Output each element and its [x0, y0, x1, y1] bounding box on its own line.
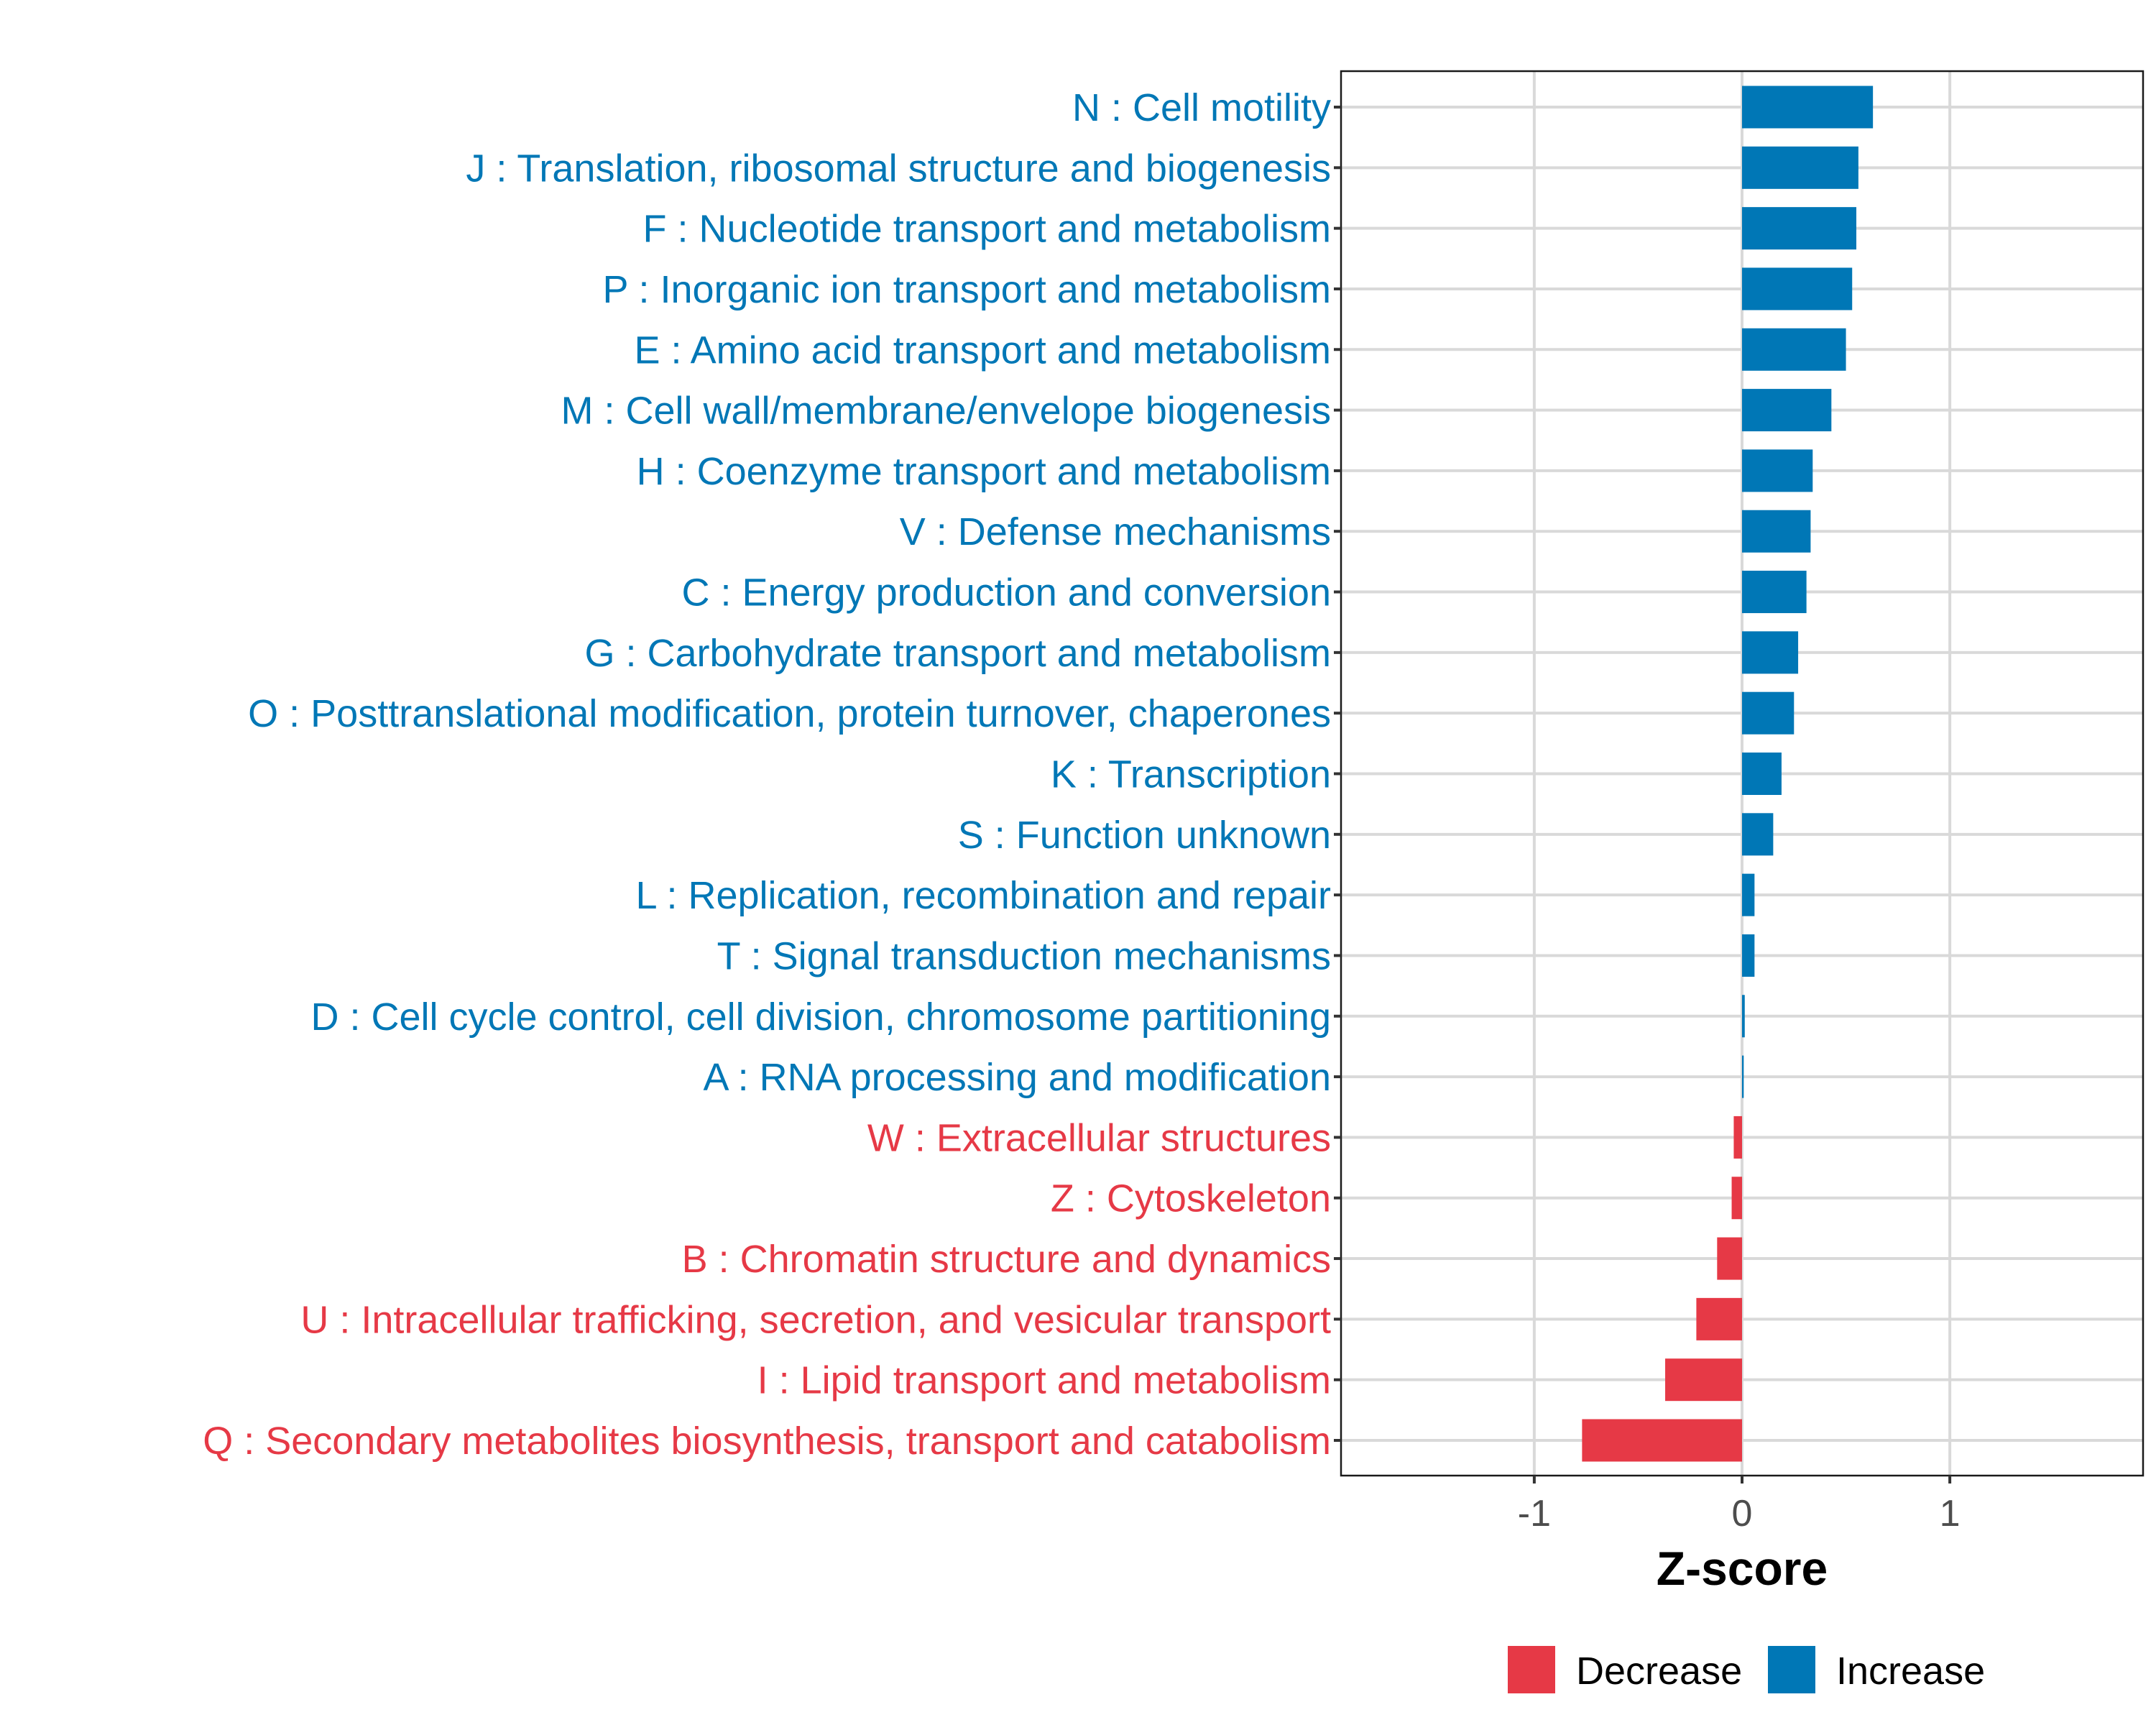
category-label: Q : Secondary metabolites biosynthesis, … [203, 1420, 1331, 1463]
category-label: Z : Cytoskeleton [1051, 1177, 1331, 1220]
category-label: J : Translation, ribosomal structure and… [466, 147, 1331, 190]
legend-label-increase: Increase [1836, 1650, 1985, 1693]
category-label: O : Posttranslational modification, prot… [248, 692, 1331, 735]
category-label: G : Carbohydrate transport and metabolis… [585, 632, 1332, 675]
bar [1665, 1358, 1742, 1402]
bar [1742, 873, 1755, 916]
x-tick-label: -1 [1518, 1493, 1551, 1535]
category-label: P : Inorganic ion transport and metaboli… [602, 268, 1331, 311]
bars [1582, 86, 1874, 1462]
legend-swatch-decrease [1508, 1646, 1555, 1693]
bar [1742, 571, 1807, 614]
category-label: A : RNA processing and modification [704, 1056, 1331, 1099]
category-label: V : Defense mechanisms [900, 510, 1331, 553]
bar [1742, 631, 1799, 674]
category-label: W : Extracellular structures [867, 1116, 1331, 1159]
category-label: U : Intracellular trafficking, secretion… [300, 1298, 1331, 1341]
x-axis-title: Z-score [1657, 1542, 1828, 1595]
category-label: D : Cell cycle control, cell division, c… [310, 995, 1331, 1039]
bar [1742, 510, 1811, 553]
bar [1742, 691, 1795, 735]
bar [1696, 1297, 1742, 1340]
bar [1742, 995, 1745, 1038]
bar [1742, 389, 1832, 432]
category-label: S : Function unknown [958, 814, 1331, 857]
category-label: L : Replication, recombination and repai… [635, 874, 1331, 917]
bar [1742, 267, 1853, 310]
bar [1582, 1419, 1742, 1462]
legend: Decrease Increase [1508, 1646, 1985, 1693]
x-tick-label: 1 [1940, 1493, 1961, 1535]
bar [1742, 753, 1782, 795]
category-labels: N : Cell motility J : Translation, riboso… [203, 86, 1341, 1463]
category-label: C : Energy production and conversion [681, 571, 1331, 615]
category-label: I : Lipid transport and metabolism [757, 1359, 1331, 1402]
bar [1717, 1237, 1742, 1280]
category-label: M : Cell wall/membrane/envelope biogenes… [561, 390, 1331, 433]
category-label: B : Chromatin structure and dynamics [682, 1238, 1331, 1281]
bar [1731, 1177, 1742, 1220]
bar [1742, 146, 1858, 189]
x-tick-label: 0 [1732, 1493, 1753, 1535]
bar [1742, 449, 1813, 492]
bar [1733, 1116, 1742, 1159]
category-label: E : Amino acid transport and metabolism [635, 328, 1331, 372]
category-label: T : Signal transduction mechanisms [717, 934, 1331, 978]
bar [1742, 86, 1874, 129]
category-label: H : Coenzyme transport and metabolism [637, 450, 1331, 493]
category-label: F : Nucleotide transport and metabolism [643, 208, 1331, 251]
bar [1742, 328, 1846, 371]
x-axis-ticks: -1 0 1 [1518, 1476, 1961, 1535]
bar [1742, 934, 1755, 977]
bar [1742, 1055, 1744, 1098]
bar [1742, 207, 1857, 250]
category-label: K : Transcription [1051, 753, 1331, 796]
legend-swatch-increase [1768, 1646, 1815, 1693]
legend-label-decrease: Decrease [1576, 1650, 1742, 1693]
category-label: N : Cell motility [1072, 86, 1331, 129]
bar [1742, 813, 1774, 856]
